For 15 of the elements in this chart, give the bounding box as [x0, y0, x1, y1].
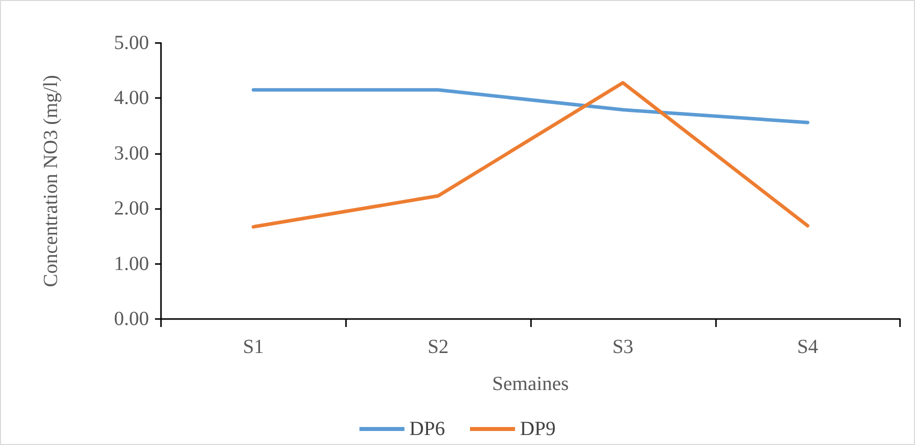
y-tick-label: 0.00 [114, 308, 149, 330]
x-tick-label: S1 [242, 336, 264, 358]
y-tick-label: 4.00 [114, 87, 149, 110]
x-tick-label: S4 [797, 336, 818, 358]
legend-label: DP6 [409, 418, 446, 440]
y-tick-label: 1.00 [114, 252, 149, 275]
legend-label: DP9 [520, 418, 556, 440]
y-tick-label: 3.00 [114, 142, 149, 164]
x-tick-label: S2 [428, 336, 449, 358]
y-tick-label: 2.00 [114, 198, 149, 220]
x-tick-label: S3 [612, 336, 634, 358]
y-axis-title: Concentration NO3 (mg/l) [40, 74, 62, 288]
y-tick-label: 5.00 [114, 32, 149, 54]
x-axis-title: Semaines [492, 373, 570, 395]
line-series [252, 80, 810, 229]
